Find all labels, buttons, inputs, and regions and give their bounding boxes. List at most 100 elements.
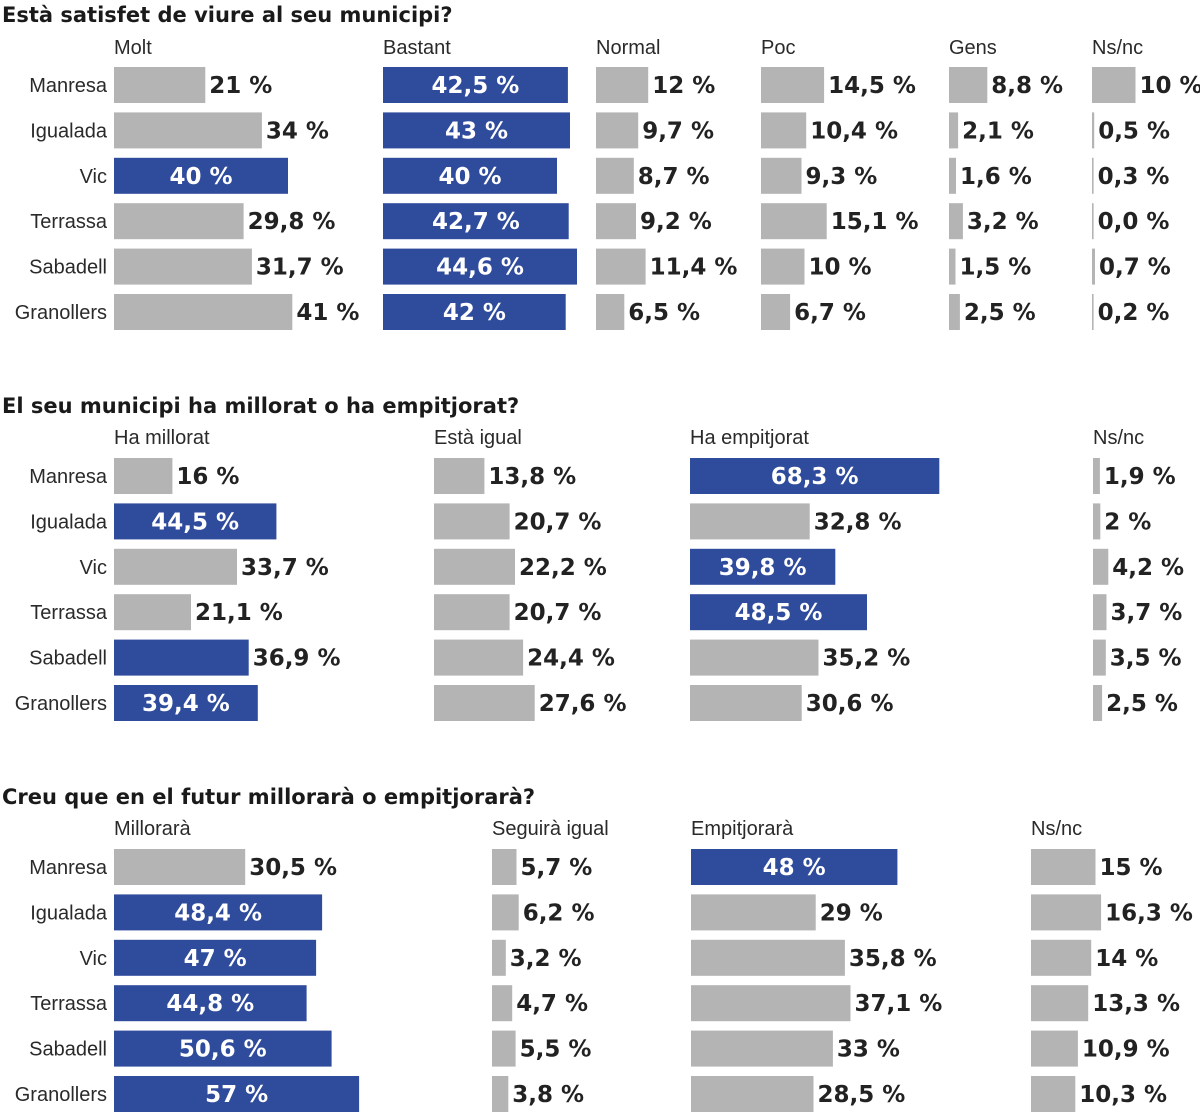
data-label: 48 %	[763, 855, 826, 881]
data-label: 33 %	[837, 1037, 900, 1063]
data-label: 31,7 %	[256, 255, 344, 281]
chart-title: El seu municipi ha millorat o ha empitjo…	[2, 394, 519, 418]
data-label: 9,3 %	[806, 164, 878, 190]
data-label: 15,1 %	[831, 209, 919, 235]
category-label: Igualada	[30, 511, 108, 533]
bar	[383, 112, 570, 149]
bar	[114, 594, 191, 631]
bar	[949, 157, 956, 194]
bar	[690, 639, 819, 676]
series-header: Ha empitjorat	[690, 427, 809, 449]
bar	[114, 248, 252, 285]
category-label: Terrassa	[30, 993, 108, 1015]
bar	[1031, 985, 1089, 1022]
bar	[434, 594, 510, 631]
data-label: 1,5 %	[960, 255, 1032, 281]
data-label: 11,4 %	[650, 255, 738, 281]
data-label: 1,9 %	[1104, 464, 1176, 490]
bar	[761, 294, 791, 330]
series-header: Millorarà	[114, 818, 192, 840]
data-label: 10,4 %	[810, 118, 898, 144]
data-label: 8,7 %	[638, 164, 710, 190]
series-header: Ns/nc	[1093, 427, 1144, 449]
bar	[596, 203, 636, 240]
bar	[691, 939, 845, 976]
data-label: 21 %	[209, 73, 272, 99]
bar	[691, 1030, 833, 1067]
data-label: 0,5 %	[1098, 118, 1170, 144]
series-header: Molt	[114, 37, 152, 59]
data-label: 36,9 %	[253, 646, 341, 672]
chart-title: Creu que en el futur millorarà o empitjo…	[2, 785, 535, 809]
data-label: 16 %	[176, 464, 239, 490]
bar	[761, 203, 827, 240]
bar	[1093, 594, 1107, 631]
data-label: 10,9 %	[1082, 1037, 1170, 1063]
bar	[1093, 503, 1101, 540]
data-label: 8,8 %	[991, 73, 1063, 99]
bar	[761, 112, 807, 149]
data-label: 29,8 %	[248, 209, 336, 235]
bar	[492, 894, 519, 931]
bar	[492, 1076, 509, 1112]
data-label: 44,6 %	[436, 255, 524, 281]
bar	[1092, 203, 1094, 240]
data-label: 6,7 %	[794, 300, 866, 326]
data-label: 44,5 %	[151, 509, 239, 535]
data-label: 20,7 %	[514, 509, 602, 535]
bar	[1092, 157, 1094, 194]
series-header: Està igual	[434, 427, 522, 449]
data-label: 41 %	[296, 300, 359, 326]
data-label: 28,5 %	[818, 1082, 906, 1108]
category-label: Terrassa	[30, 602, 108, 624]
bar	[434, 548, 515, 585]
data-label: 22,2 %	[519, 555, 607, 581]
data-label: 14,5 %	[828, 73, 916, 99]
bar	[690, 548, 836, 585]
data-label: 6,2 %	[523, 900, 595, 926]
bar	[596, 157, 634, 194]
data-label: 16,3 %	[1105, 900, 1193, 926]
bar	[114, 458, 173, 494]
data-label: 39,8 %	[719, 555, 807, 581]
category-label: Igualada	[30, 120, 108, 142]
data-label: 40 %	[438, 164, 501, 190]
bar	[114, 67, 206, 103]
data-label: 35,8 %	[849, 946, 937, 972]
bar	[949, 203, 963, 240]
bar	[383, 67, 568, 103]
bar	[434, 685, 535, 721]
data-label: 3,8 %	[512, 1082, 584, 1108]
bar	[114, 894, 323, 931]
bar	[691, 1076, 814, 1112]
data-label: 30,5 %	[249, 855, 337, 881]
data-label: 14 %	[1095, 946, 1158, 972]
data-label: 13,3 %	[1092, 991, 1180, 1017]
data-label: 39,4 %	[142, 691, 230, 717]
bar	[596, 67, 649, 103]
bar	[114, 112, 262, 149]
data-label: 10,3 %	[1079, 1082, 1167, 1108]
bar	[114, 548, 237, 585]
data-label: 0,3 %	[1098, 164, 1170, 190]
data-label: 32,8 %	[814, 509, 902, 535]
category-label: Vic	[80, 948, 107, 970]
bar	[114, 294, 293, 330]
bar	[383, 203, 569, 240]
data-label: 48,5 %	[735, 600, 823, 626]
data-label: 3,2 %	[510, 946, 582, 972]
data-label: 37,1 %	[855, 991, 943, 1017]
bar	[114, 157, 288, 194]
data-label: 42,5 %	[431, 73, 519, 99]
bar	[690, 503, 810, 540]
data-label: 34 %	[266, 118, 329, 144]
data-label: 33,7 %	[241, 555, 329, 581]
data-label: 0,7 %	[1099, 255, 1171, 281]
bar	[383, 248, 577, 285]
bar	[114, 503, 277, 540]
bar	[1092, 248, 1095, 285]
data-label: 48,4 %	[174, 900, 262, 926]
bar	[1031, 939, 1092, 976]
bar	[1093, 685, 1103, 721]
category-label: Terrassa	[30, 211, 108, 233]
